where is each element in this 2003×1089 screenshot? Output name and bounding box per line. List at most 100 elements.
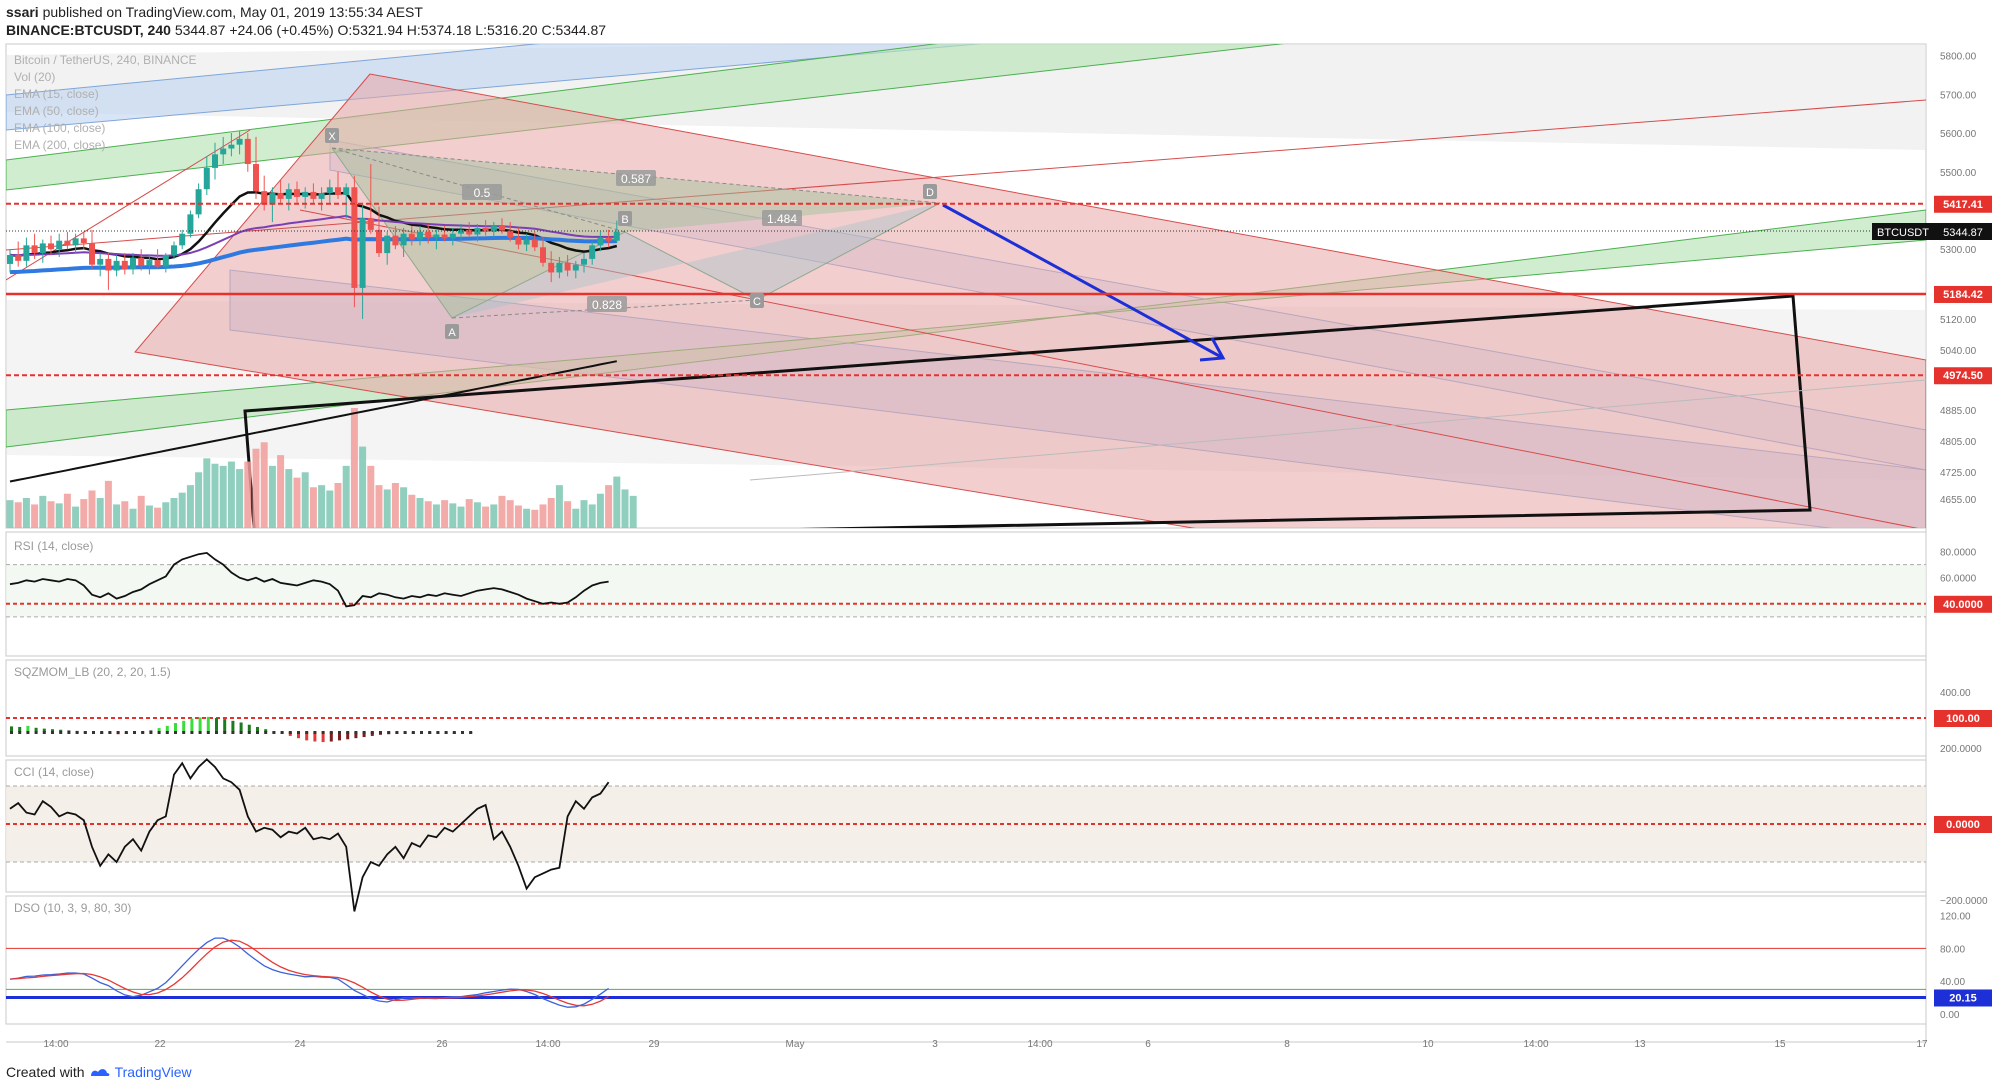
sqz-dot [305, 731, 309, 734]
price-tick: 4725.00 [1940, 468, 1977, 479]
tradingview-link[interactable]: TradingView [114, 1064, 192, 1080]
level-tag [1934, 285, 1992, 303]
candle-body [548, 262, 555, 273]
candle-body [15, 255, 22, 261]
price-tick: 5120.00 [1940, 315, 1977, 326]
candle-body [318, 193, 325, 199]
time-tick: 14:00 [43, 1039, 68, 1050]
sqz-bar [256, 726, 259, 732]
sqz-dot [362, 731, 366, 734]
volume-bar [178, 492, 186, 528]
volume-bar [154, 507, 162, 528]
ema-line [9, 214, 617, 257]
author-name[interactable]: ssari [6, 4, 39, 20]
open-label: O: [337, 22, 353, 38]
sqz-bar [165, 725, 169, 732]
sqz-dot [247, 731, 251, 734]
main-legend[interactable]: Bitcoin / TetherUS, 240, BINANCE Vol (20)… [14, 53, 197, 152]
candle-body [613, 231, 620, 241]
sqz-bar [231, 720, 235, 732]
candle-body [195, 189, 202, 215]
volume-bar [359, 446, 367, 528]
harmonic-fill-bcd[interactable] [452, 203, 940, 318]
volume-bar [432, 504, 440, 528]
volume-bar [22, 498, 30, 528]
sqz-bar [26, 725, 30, 732]
time-tick: 29 [648, 1039, 660, 1050]
sqz-dot [346, 731, 350, 734]
candle-body [449, 233, 456, 239]
projection-arrow[interactable] [942, 203, 1224, 360]
red-trendline-1[interactable] [6, 99, 1926, 251]
level-tag [1934, 367, 1992, 385]
candle-body [261, 191, 268, 205]
candle-body [376, 229, 382, 254]
candle-body [408, 233, 415, 240]
indicator-line [9, 939, 609, 1007]
sqz-dot [354, 731, 358, 734]
sqz-dot [190, 731, 194, 734]
sqz-dot [83, 731, 87, 734]
harmonic-point-label: B [621, 214, 628, 226]
sqz-dot [174, 731, 177, 734]
indicator-tick: 200.0000 [1940, 744, 1982, 755]
sqz-dot [51, 731, 54, 734]
drawings[interactable] [6, 0, 1926, 650]
sqz-bar [206, 716, 210, 732]
legend-item: EMA (15, close) [14, 87, 99, 101]
price-levels[interactable]: 5417.41 5184.42 4974.50 [6, 195, 1992, 385]
sqz-dot [42, 731, 46, 734]
dso-pane[interactable] [5, 895, 1927, 1025]
sqz-dot [461, 731, 464, 734]
red-trendline-2[interactable] [299, 209, 1926, 530]
candle-body [56, 240, 63, 250]
volume-bar [260, 442, 268, 528]
candle-body [515, 237, 522, 245]
harmonic-xd [331, 147, 941, 204]
candle-body [581, 258, 587, 265]
level-label: 5417.41 [1943, 199, 1983, 211]
candle-body [72, 238, 79, 246]
sqzmom-pane[interactable] [5, 659, 1927, 757]
indicator-tick: −200.0000 [1940, 896, 1988, 907]
volume-bar [531, 509, 539, 528]
sqz-bar [157, 728, 161, 732]
volume-bar [523, 508, 531, 528]
harmonic-labels: X A B C D 0.5 0.587 1.484 0.828 [325, 128, 937, 339]
harmonic-point-box [618, 211, 632, 226]
volume-bar [6, 500, 14, 528]
sqz-dot [141, 731, 145, 734]
candle-body [154, 260, 161, 267]
sqz-dot [206, 731, 210, 734]
candle-body [589, 245, 596, 259]
black-triangle-drawing[interactable] [243, 294, 1812, 540]
legend-item: EMA (100, close) [14, 121, 105, 135]
candle-body [146, 260, 153, 266]
indicator-level-tag [1934, 816, 1992, 833]
sqz-dot [395, 731, 399, 734]
volume-bar [88, 490, 96, 528]
published-text: published on TradingView.com, May 01, 20… [42, 4, 423, 20]
volume-bar [39, 495, 47, 528]
candle-body [236, 138, 243, 145]
candle-body [244, 138, 251, 165]
harmonic-ratio-box [616, 170, 656, 186]
sqz-dot [420, 731, 423, 734]
time-tick: May [786, 1039, 805, 1050]
harmonic-ratio-label: 0.5 [474, 186, 491, 200]
footer: Created with TradingView [6, 1064, 192, 1080]
volume-bar [408, 494, 416, 528]
indicator-level-label: 20.15 [1949, 992, 1977, 1004]
sqz-dot [239, 731, 243, 734]
volume-bar [457, 506, 465, 528]
volume-bar [170, 498, 178, 528]
rsi-band [6, 564, 1926, 617]
volume-bars [6, 408, 637, 528]
blue-channel-upper[interactable] [6, 0, 1926, 131]
candle-body [384, 235, 391, 254]
sqzmom-indicator: SQZMOM_LB (20, 2, 20, 1.5) 400.00 100.00 [6, 665, 1992, 743]
sqz-dot [223, 731, 227, 734]
candle-body [23, 245, 30, 261]
